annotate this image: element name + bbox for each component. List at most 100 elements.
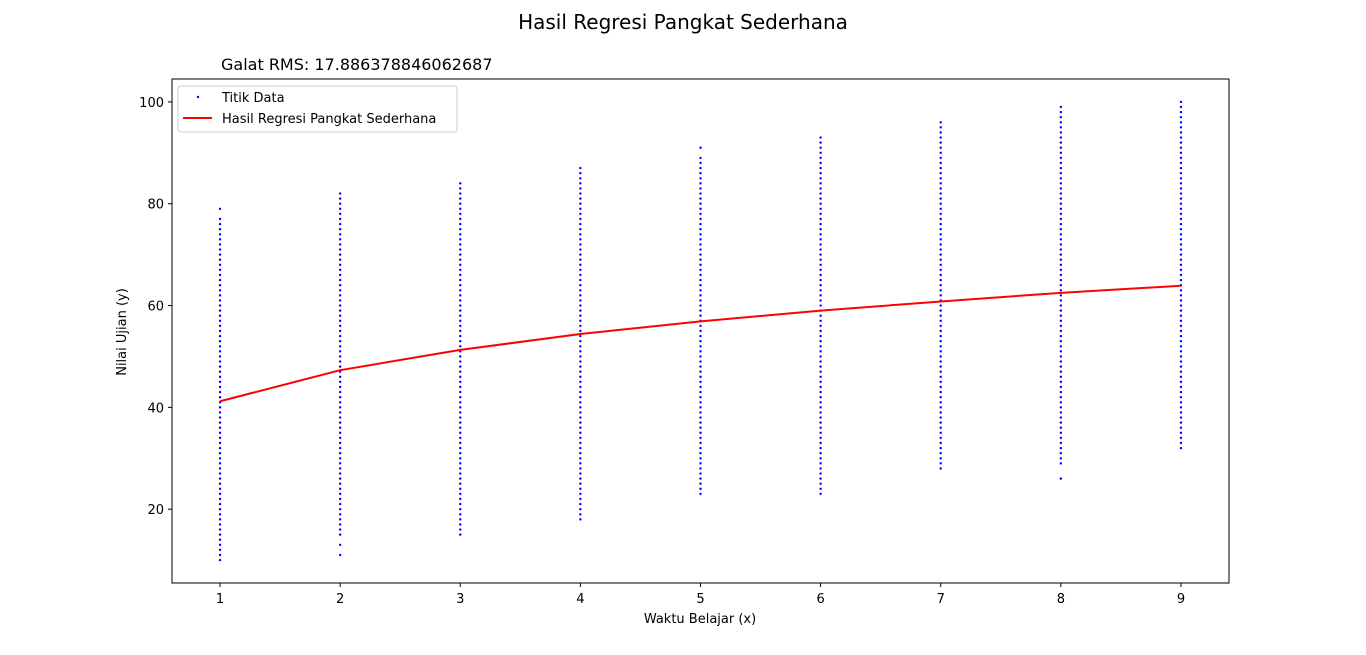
data-point xyxy=(699,487,702,491)
data-point xyxy=(459,385,462,389)
data-point xyxy=(579,283,582,287)
data-point xyxy=(459,187,462,190)
data-point xyxy=(1179,345,1183,348)
data-point xyxy=(819,263,822,267)
data-point xyxy=(579,451,582,455)
data-point xyxy=(338,446,342,450)
data-point xyxy=(939,355,942,358)
data-point xyxy=(939,171,942,175)
data-point xyxy=(1179,401,1183,404)
data-point xyxy=(459,294,462,297)
data-point xyxy=(338,482,342,485)
data-point xyxy=(579,182,582,185)
data-point xyxy=(939,278,942,282)
data-point xyxy=(939,431,942,435)
data-point xyxy=(1179,350,1183,353)
data-point xyxy=(579,263,582,267)
data-point xyxy=(819,492,822,496)
data-point xyxy=(218,492,222,496)
data-point xyxy=(1059,222,1063,226)
data-point xyxy=(1059,436,1063,440)
data-point xyxy=(819,334,822,338)
data-point xyxy=(579,309,582,312)
data-point xyxy=(218,319,222,323)
data-point xyxy=(699,421,702,424)
data-point xyxy=(1059,350,1063,353)
data-point xyxy=(338,411,342,414)
data-point xyxy=(459,497,462,501)
data-point xyxy=(699,227,702,231)
data-point xyxy=(579,390,582,394)
data-point xyxy=(1179,278,1183,282)
data-point xyxy=(218,248,222,251)
data-point xyxy=(699,268,702,272)
data-point xyxy=(1059,462,1063,465)
data-point xyxy=(1179,227,1183,231)
data-point xyxy=(819,482,822,485)
data-point xyxy=(579,324,582,328)
data-point xyxy=(939,446,942,450)
data-point xyxy=(1059,171,1063,175)
data-point xyxy=(459,283,462,287)
data-point xyxy=(1059,115,1063,119)
data-point xyxy=(699,324,702,328)
data-point xyxy=(338,248,342,251)
data-point xyxy=(579,222,582,226)
data-point xyxy=(579,345,582,348)
data-point xyxy=(699,370,702,373)
data-point xyxy=(1179,446,1183,450)
data-point xyxy=(699,375,702,379)
data-point xyxy=(939,395,942,399)
data-point xyxy=(1179,406,1183,409)
data-point xyxy=(699,197,702,200)
data-point xyxy=(699,299,702,302)
data-point xyxy=(218,518,222,521)
data-point xyxy=(218,273,222,277)
data-point xyxy=(939,141,942,144)
data-point xyxy=(338,507,342,511)
data-point xyxy=(1179,324,1183,328)
data-point xyxy=(939,207,942,211)
data-point xyxy=(939,416,942,419)
data-point xyxy=(579,467,582,470)
data-point xyxy=(699,426,702,429)
data-point xyxy=(699,273,702,277)
data-point xyxy=(699,436,702,440)
data-point xyxy=(819,151,822,155)
data-point xyxy=(939,324,942,328)
data-point xyxy=(1059,406,1063,409)
data-point xyxy=(1179,395,1183,399)
data-point xyxy=(939,161,942,165)
x-tick-label: 1 xyxy=(216,592,224,607)
data-point xyxy=(819,416,822,419)
data-point xyxy=(338,467,342,470)
data-point xyxy=(1179,187,1183,190)
data-point xyxy=(939,182,942,185)
data-point xyxy=(459,339,462,343)
x-axis-label: Waktu Belajar (x) xyxy=(644,612,756,627)
data-point xyxy=(1059,177,1063,180)
data-point xyxy=(218,451,222,455)
data-point xyxy=(218,217,222,221)
data-point xyxy=(1059,431,1063,435)
data-point xyxy=(459,513,462,516)
data-point xyxy=(459,401,462,404)
data-point xyxy=(939,370,942,373)
data-point xyxy=(579,350,582,353)
data-point xyxy=(579,177,582,180)
chart-subtitle: Galat RMS: 17.886378846062687 xyxy=(221,55,493,74)
data-point xyxy=(459,263,462,267)
legend-box xyxy=(177,85,458,133)
data-point xyxy=(338,222,342,226)
data-point xyxy=(819,436,822,440)
data-point xyxy=(1059,477,1063,480)
data-point xyxy=(218,431,222,435)
data-point xyxy=(699,161,702,165)
data-point xyxy=(338,329,342,333)
data-point xyxy=(579,304,582,307)
data-point xyxy=(1059,238,1063,241)
data-point xyxy=(218,355,222,358)
data-point xyxy=(1179,248,1183,251)
data-point xyxy=(338,523,342,526)
data-point xyxy=(338,451,342,455)
